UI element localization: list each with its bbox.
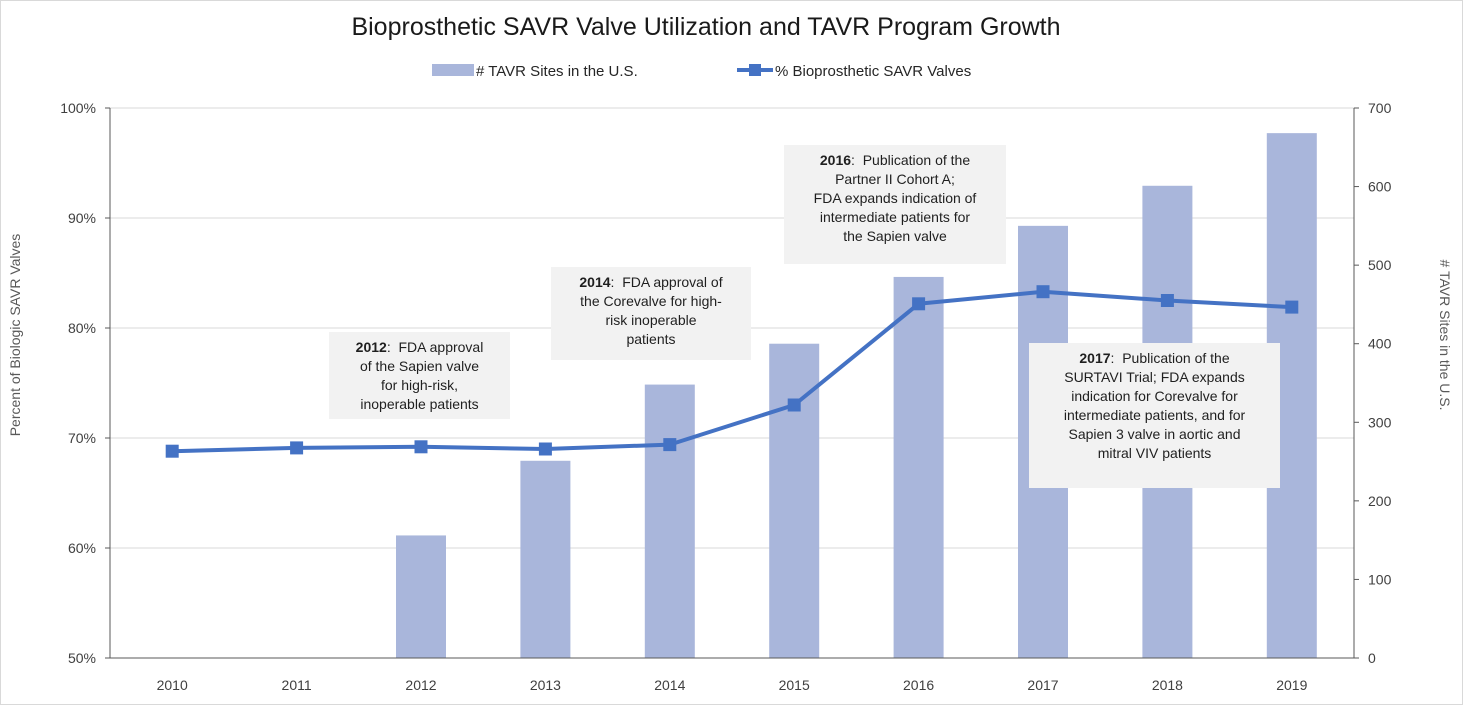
chart-title: Bioprosthetic SAVR Valve Utilization and… [351, 13, 1060, 41]
legend-line-marker [749, 64, 761, 76]
annotation-year: 2012 [355, 339, 387, 355]
bar-2012 [396, 535, 446, 658]
annotation-text: FDA approval of [622, 274, 723, 290]
x-axis-ticks: 2010 2011 2012 2013 2014 2015 2016 2017 2018 2019 [157, 677, 1308, 693]
annotation-line: of the Sapien valve [359, 358, 480, 374]
line-point-2014 [663, 438, 677, 452]
annotation-line: the Corevalve for high- [580, 293, 722, 309]
axes [105, 107, 1359, 659]
annotation-2017: 2017: Publication of the SURTAVI Trial; … [1029, 343, 1280, 488]
line-point-2015 [787, 398, 801, 412]
annotation-line: inoperable patients [360, 396, 479, 412]
annotation-line: intermediate patients, and for [1063, 407, 1246, 423]
bar-2016 [893, 276, 944, 658]
line-point-2011 [290, 441, 304, 455]
annotation-text: Publication of the [1122, 350, 1230, 366]
left-tick-label: 90% [68, 210, 96, 226]
annotation-line: 2012: FDA approval [355, 339, 484, 355]
annotation-line: 2016: Publication of the [819, 152, 971, 168]
bar-2013 [520, 460, 571, 658]
left-tick-label: 100% [60, 100, 96, 116]
annotation-line: indication for Corevalve for [1071, 388, 1238, 404]
annotation-year: 2016 [819, 152, 852, 168]
line-point-2019 [1285, 300, 1299, 314]
x-tick-label: 2010 [157, 677, 188, 693]
bar-series [396, 133, 1317, 659]
line-point-2017 [1036, 285, 1050, 299]
annotation-line: patients [626, 331, 676, 347]
x-tick-label: 2016 [903, 677, 934, 693]
left-axis-ticks: 50% 60% 70% 80% 90% 100% [60, 100, 96, 666]
annotation-line: SURTAVI Trial; FDA expands [1064, 369, 1245, 385]
annotation-line: risk inoperable [605, 312, 697, 328]
annotation-2014: 2014: FDA approval of the Corevalve for … [551, 267, 751, 360]
right-tick-label: 200 [1368, 493, 1392, 509]
line-path [172, 289, 1292, 454]
left-tick-label: 80% [68, 320, 96, 336]
annotation-line: Partner II Cohort A; [835, 171, 955, 187]
annotation-year: 2017 [1079, 350, 1111, 366]
x-tick-label: 2015 [779, 677, 810, 693]
annotation-text: Publication of the [862, 152, 971, 168]
annotation-2016: 2016: Publication of the Partner II Coho… [784, 145, 1006, 264]
line-series [165, 285, 1299, 458]
annotation-text: FDA approval [398, 339, 484, 355]
annotation-line: mitral VIV patients [1097, 445, 1212, 461]
left-axis-title: Percent of Biologic SAVR Valves [7, 234, 23, 437]
left-tick-label: 70% [68, 430, 96, 446]
line-point-2013 [538, 442, 552, 456]
annotation-line: 2014: FDA approval of [579, 274, 723, 290]
legend-bar-swatch [432, 64, 474, 76]
x-tick-label: 2017 [1027, 677, 1058, 693]
line-point-2016 [912, 297, 926, 311]
annotation-line: for high-risk, [380, 377, 459, 393]
left-tick-label: 60% [68, 540, 96, 556]
right-tick-label: 400 [1368, 336, 1392, 352]
right-tick-label: 100 [1368, 571, 1392, 587]
annotation-line: 2017: Publication of the [1079, 350, 1230, 366]
x-tick-label: 2018 [1152, 677, 1183, 693]
x-tick-label: 2019 [1276, 677, 1307, 693]
right-axis-ticks: 0 100 200 300 400 500 600 700 [1368, 100, 1392, 666]
annotation-line: Sapien 3 valve in aortic and [1068, 426, 1241, 442]
line-point-2018 [1160, 294, 1174, 307]
x-tick-label: 2012 [405, 677, 436, 693]
right-tick-label: 0 [1368, 650, 1376, 666]
right-tick-label: 700 [1368, 100, 1392, 116]
right-axis-title: # TAVR Sites in the U.S. [1437, 260, 1453, 411]
legend: # TAVR Sites in the U.S. % Bioprosthetic… [432, 63, 971, 80]
annotation-line: FDA expands indication of [813, 190, 977, 206]
x-tick-label: 2014 [654, 677, 685, 693]
x-tick-label: 2013 [530, 677, 561, 693]
right-tick-label: 600 [1368, 179, 1392, 195]
legend-line-label: % Bioprosthetic SAVR Valves [775, 63, 971, 80]
legend-bar-label: # TAVR Sites in the U.S. [476, 63, 638, 80]
annotation-year: 2014 [579, 274, 611, 290]
right-tick-label: 300 [1368, 414, 1392, 430]
line-point-2012 [414, 440, 428, 454]
line-point-2010 [165, 444, 179, 458]
bar-2014 [644, 384, 695, 658]
x-tick-label: 2011 [282, 677, 312, 693]
annotation-line: intermediate patients for [819, 209, 971, 225]
annotation-line: the Sapien valve [843, 228, 947, 244]
bar-2015 [769, 343, 820, 658]
left-tick-label: 50% [68, 650, 96, 666]
right-tick-label: 500 [1368, 257, 1392, 273]
annotation-2012: 2012: FDA approval of the Sapien valve f… [329, 332, 510, 419]
